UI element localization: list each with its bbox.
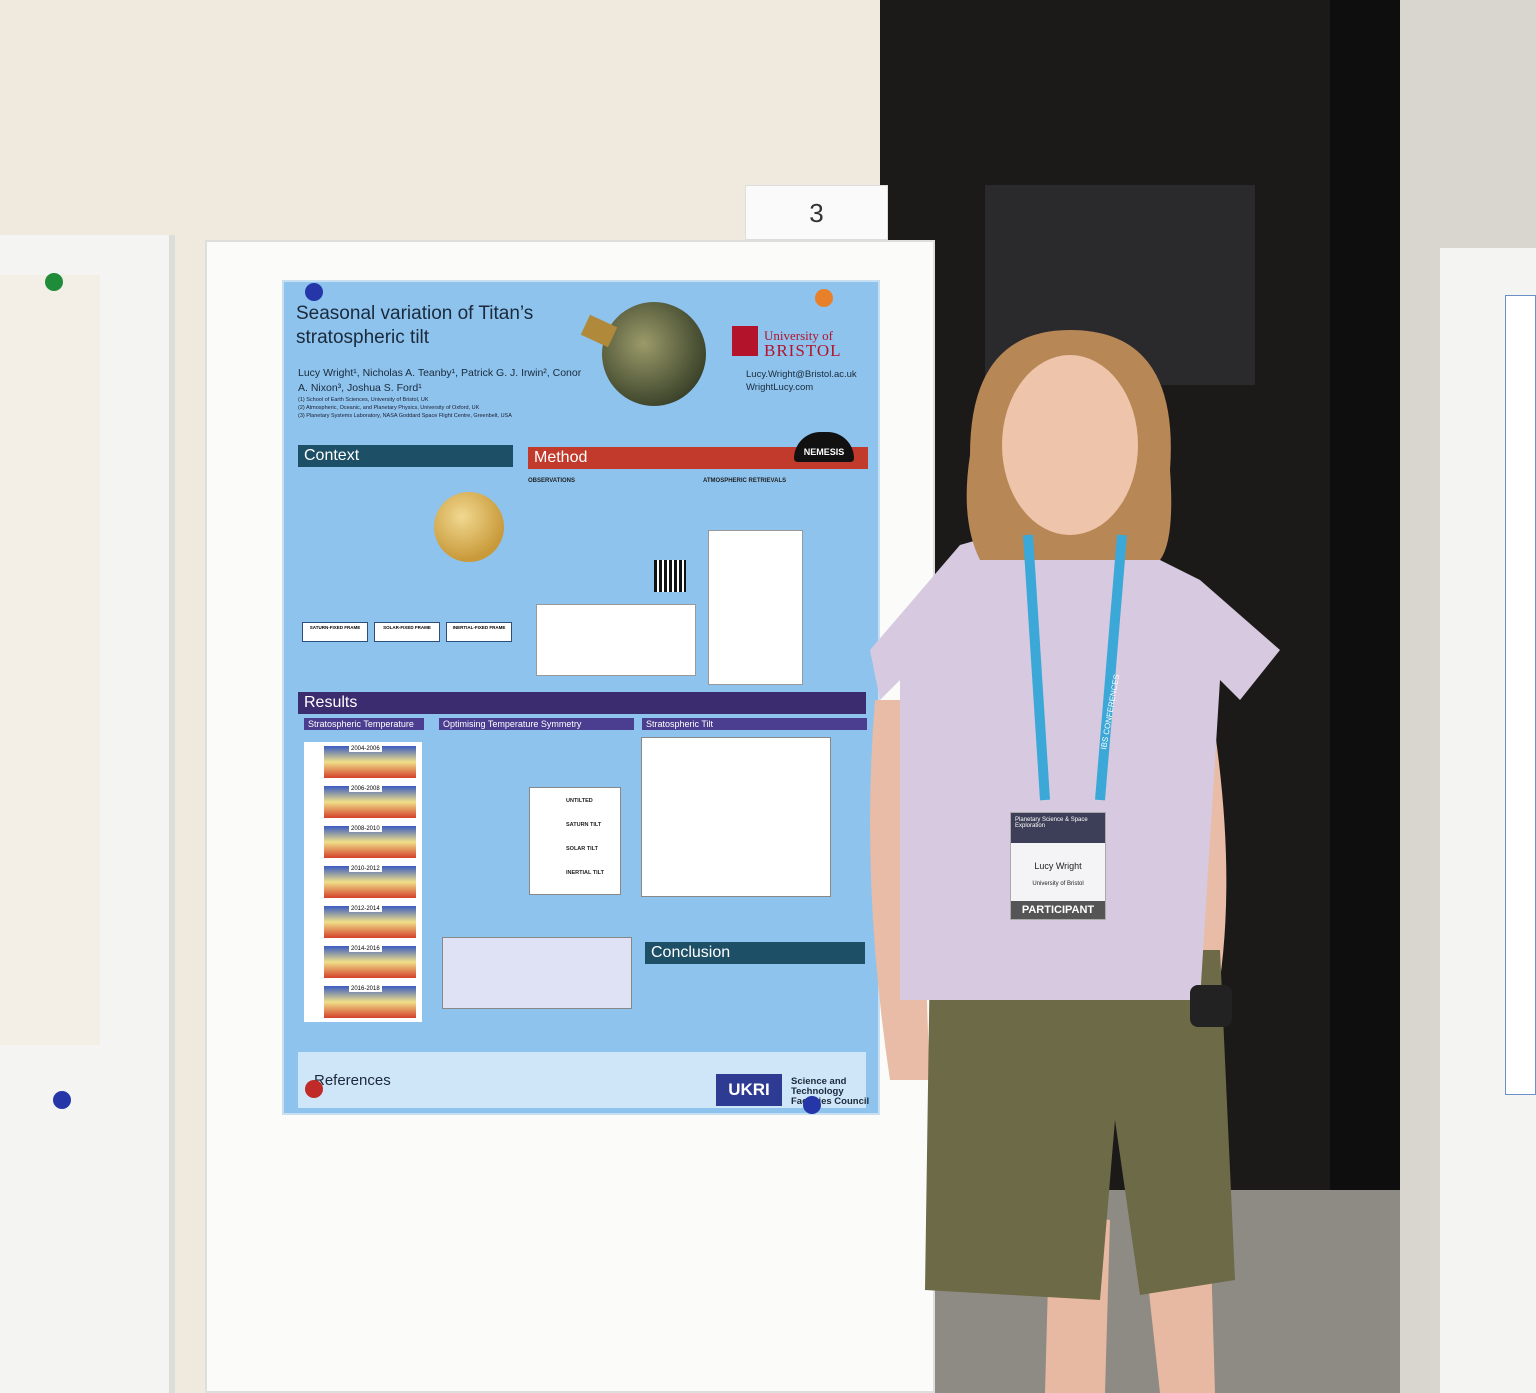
poster: Seasonal variation of Titan’s stratosphe… [282,280,880,1115]
poster-title: Seasonal variation of Titan’s stratosphe… [296,303,534,348]
badge-event: Planetary Science & Space Exploration [1011,813,1105,843]
spectra-figure [708,530,803,685]
results-panels: Stratospheric Temperature Optimising Temp… [284,718,882,732]
period-label: 2004-2006 [349,746,382,752]
badge-role: PARTICIPANT [1011,901,1105,919]
temperature-map: 2006-2008 [324,786,416,818]
method-header: Method [528,447,868,469]
pin [305,283,323,301]
watch [1190,985,1232,1027]
method-heading: OBSERVATIONS [528,478,576,484]
affiliation: (1) School of Earth Sciences, University… [298,397,429,403]
ukri-logo: UKRI [716,1074,782,1106]
tilt-label: UNTILTED [566,798,593,804]
results-panel-header: Stratospheric Temperature [304,718,424,730]
left-poster [0,275,100,1045]
temperature-map: 2004-2006 [324,746,416,778]
context-figure [434,492,504,562]
affiliation: (3) Planetary Systems Laboratory, NASA G… [298,413,512,419]
frame-box: SOLAR-FIXED FRAME [374,622,440,642]
funder: Science and Technology Facilities Counci… [791,1076,870,1107]
nemesis-logo: NEMESIS [794,432,854,462]
badge: Planetary Science & Space Exploration Lu… [1010,812,1106,920]
affiliations: (1) School of Earth Sciences, University… [298,396,598,420]
person: IBS CONFERENCES [870,330,1280,1393]
period-label: 2010-2012 [349,866,382,872]
bristol-crest [732,326,758,356]
shorts [925,950,1235,1300]
badge-organisation: University of Bristol [1032,881,1084,887]
period-label: 2016-2018 [349,986,382,992]
results-panel-header: Optimising Temperature Symmetry [439,718,634,730]
pin [803,1096,821,1114]
period-label: 2006-2008 [349,786,382,792]
period-label: 2012-2014 [349,906,382,912]
pin [815,289,833,307]
tilt-figure [641,737,831,897]
map-figure [536,604,696,676]
institution-line: BRISTOL [764,341,842,360]
badge-name: Lucy Wright [1034,861,1082,871]
method-heading: ATMOSPHERIC RETRIEVALS [703,478,787,484]
temperature-map: 2016-2018 [324,986,416,1018]
tilt-label: INERTIAL TILT [566,870,604,876]
symmetry-figure: UNTILTED SATURN TILT SOLAR TILT INERTIAL TI… [529,787,621,895]
contact: WrightLucy.com [746,382,814,393]
context-header: Context [298,445,513,467]
tilt-label: SATURN TILT [566,822,602,828]
temperature-maps: 2004-2006 2006-2008 2008-2010 2010-2012 2012… [304,742,422,1022]
temperature-map: 2014-2016 [324,946,416,978]
right-poster [1505,295,1536,1095]
shirt [870,532,1280,1000]
qr-code [654,560,686,592]
temperature-map: 2008-2010 [324,826,416,858]
institution-line: University of [764,328,833,343]
period-label: 2008-2010 [349,826,382,832]
results-panel-header: Stratospheric Tilt [642,718,867,730]
period-label: 2014-2016 [349,946,382,952]
titan-image [602,302,706,406]
contour-figure [442,937,632,1009]
conclusion-header: Conclusion [645,942,865,964]
temperature-map: 2010-2012 [324,866,416,898]
stand-number: 3 [745,185,888,240]
face [1002,355,1138,535]
authors: Lucy Wright¹, Nicholas A. Teanby¹, Patri… [298,367,582,394]
frame-box: SATURN-FIXED FRAME [302,622,368,642]
results-header: Results [298,692,866,714]
lanyard [1023,534,1127,801]
contacts: Lucy.Wright@Bristol.ac.uk WrightLucy.com [746,368,857,394]
frame-boxes: SATURN-FIXED FRAME SOLAR-FIXED FRAME INERT… [302,622,512,642]
tilt-label: SOLAR TILT [566,846,598,852]
affiliation: (2) Atmospheric, Oceanic, and Planetary … [298,405,480,411]
pin [53,1091,71,1109]
frame-box: INERTIAL-FIXED FRAME [446,622,512,642]
institution: University of BRISTOL [764,328,842,360]
references-header: References [314,1072,391,1089]
temperature-map: 2012-2014 [324,906,416,938]
pin [45,273,63,291]
contact: Lucy.Wright@Bristol.ac.uk [746,369,857,380]
door-frame [1330,0,1400,1190]
pin [305,1080,323,1098]
